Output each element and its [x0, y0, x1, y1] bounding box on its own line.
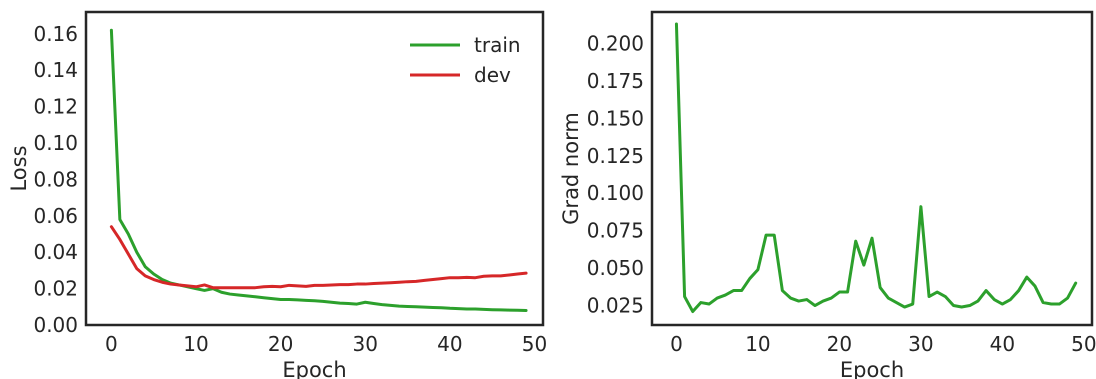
- y-axis-label: Loss: [7, 145, 31, 191]
- legend-label-dev: dev: [474, 63, 511, 87]
- x-tick-label: 50: [522, 332, 547, 356]
- y-tick-label: 0.12: [33, 95, 78, 119]
- x-tick-label: 30: [353, 332, 378, 356]
- y-tick-label: 0.050: [587, 256, 644, 280]
- legend-label-train: train: [474, 33, 521, 57]
- x-tick-label: 30: [908, 332, 933, 356]
- y-tick-label: 0.00: [33, 313, 78, 337]
- plot-frame: [84, 10, 545, 327]
- x-axis-label: Epoch: [282, 358, 346, 379]
- y-tick-label: 0.06: [33, 204, 78, 228]
- x-tick-label: 0: [105, 332, 118, 356]
- y-tick-label: 0.10: [33, 131, 78, 155]
- y-tick-label: 0.04: [33, 240, 78, 264]
- plot-frame: [650, 10, 1094, 327]
- x-tick-label: 10: [745, 332, 770, 356]
- y-axis-label: Grad norm: [559, 112, 583, 225]
- x-axis-label: Epoch: [840, 358, 904, 379]
- y-tick-label: 0.175: [587, 69, 644, 93]
- y-tick-label: 0.16: [33, 22, 78, 46]
- loss-plot: 0 10 20 30 40 50 0.00 0.02 0.04 0.06 0.08 0.10 0.12 0…: [7, 10, 547, 379]
- y-tick-label: 0.100: [587, 181, 644, 205]
- y-tick-label: 0.125: [587, 144, 644, 168]
- y-tick-label: 0.200: [587, 31, 644, 55]
- x-tick-label: 40: [990, 332, 1015, 356]
- y-tick-label: 0.150: [587, 106, 644, 130]
- y-tick-label: 0.08: [33, 167, 78, 191]
- x-tick-label: 0: [670, 332, 683, 356]
- x-tick-label: 20: [268, 332, 293, 356]
- x-tick-label: 20: [827, 332, 852, 356]
- y-tick-label: 0.025: [587, 294, 644, 318]
- y-tick-label: 0.02: [33, 277, 78, 301]
- x-tick-label: 10: [183, 332, 208, 356]
- series-line-series-0: [674, 22, 1078, 314]
- y-tick-label: 0.075: [587, 219, 644, 243]
- y-tick-label: 0.14: [33, 58, 78, 82]
- x-tick-label: 50: [1071, 332, 1096, 356]
- x-tick-label: 40: [437, 332, 462, 356]
- grad-norm-plot: 0 10 20 30 40 50 0.025 0.050 0.075 0.100 0.125 0.15…: [559, 10, 1096, 379]
- series-line-dev: [109, 225, 528, 290]
